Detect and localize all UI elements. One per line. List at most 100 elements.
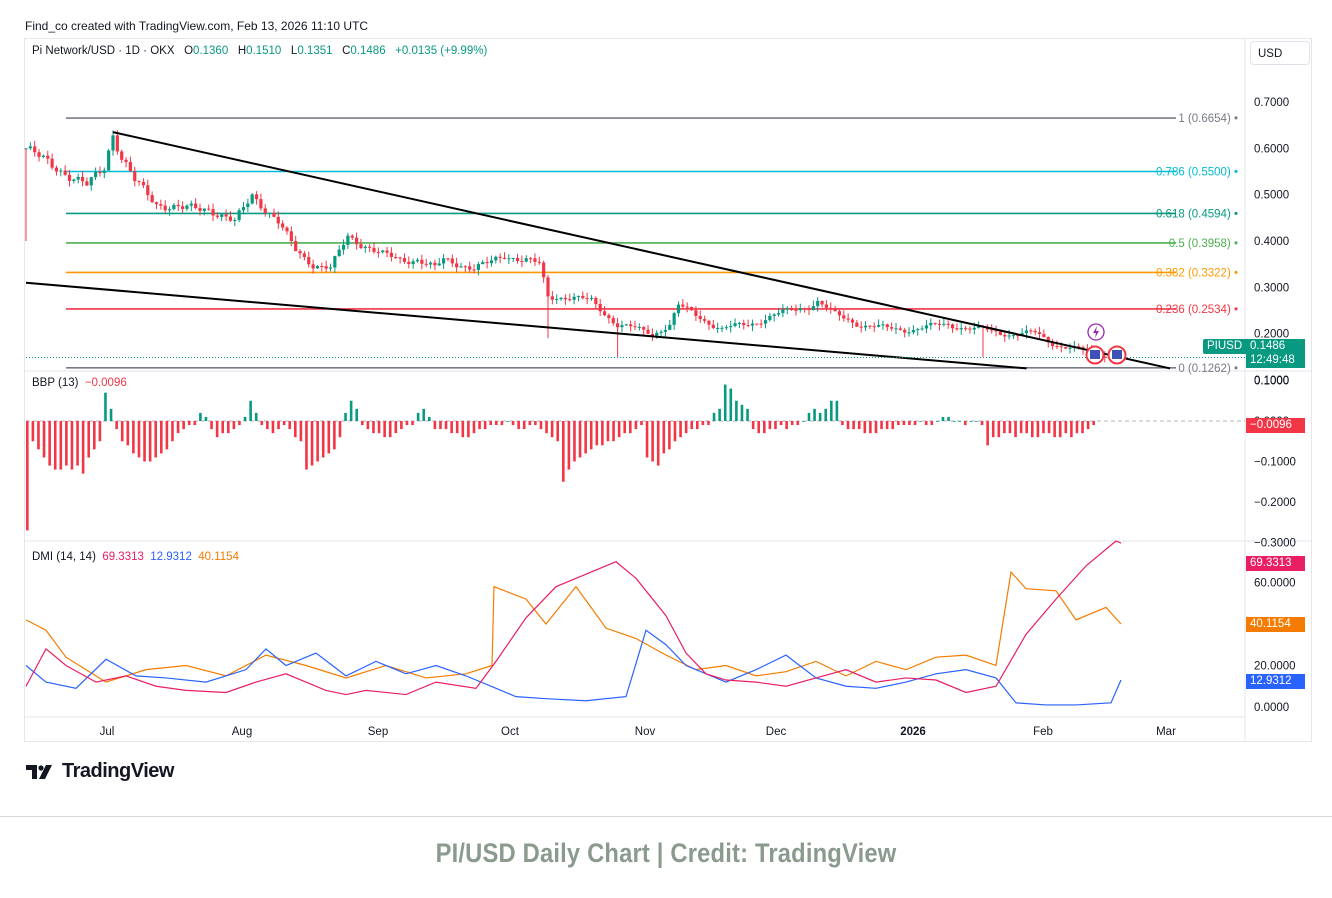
candle-body	[285, 227, 289, 232]
candle-body	[172, 204, 176, 210]
bbp-bar	[986, 421, 989, 446]
symbol-name[interactable]: Pi Network/USD · 1D · OKX	[32, 45, 175, 57]
bbp-bar	[802, 421, 805, 422]
candle-body	[550, 296, 554, 300]
bbp-bar	[696, 421, 699, 430]
bbp-bar	[42, 421, 46, 458]
candle-body	[463, 266, 467, 268]
bbp-bar	[1075, 421, 1079, 434]
candle-body	[154, 202, 159, 205]
candle-body	[315, 266, 320, 269]
candle-body	[637, 326, 641, 328]
bbp-bar	[243, 416, 247, 421]
candle-body	[968, 328, 972, 330]
candle-body	[555, 299, 559, 301]
bbp-bar	[735, 400, 738, 421]
candle-body	[311, 264, 315, 269]
fib-level-label: 0.382 (0.3322) •	[1156, 267, 1238, 279]
candle-body	[546, 277, 550, 297]
candle-body	[990, 329, 994, 331]
price-axis-label: 0.1000	[1254, 375, 1289, 387]
candle-body	[863, 325, 868, 328]
bbp-bar	[601, 421, 604, 446]
bbp-bar	[997, 421, 1001, 438]
bbp-bar	[908, 421, 911, 426]
bbp-bar	[863, 421, 867, 434]
bbp-bar	[467, 421, 470, 438]
candle-body	[398, 257, 402, 259]
adx-line	[25, 570, 1122, 683]
candle-body	[1042, 334, 1046, 338]
candle-body	[829, 307, 833, 309]
tradingview-icon	[26, 764, 52, 779]
candle-body	[694, 310, 698, 316]
candle-body	[733, 323, 737, 327]
candle-body	[672, 313, 676, 325]
candle-body	[781, 309, 785, 314]
candle-body	[681, 304, 685, 307]
candle-body	[254, 194, 259, 200]
bbp-bar	[48, 421, 51, 466]
bbp-bar	[852, 421, 855, 430]
candle-body	[824, 304, 828, 308]
bbp-bar	[388, 421, 392, 438]
candle-body	[585, 298, 589, 300]
open-value: 0.1360	[193, 45, 229, 57]
candle-body	[964, 328, 968, 330]
candle-body	[668, 324, 672, 330]
candle-body	[1068, 347, 1072, 349]
candle-body	[568, 299, 572, 301]
bbp-bar	[411, 421, 414, 426]
bbp-bar	[500, 421, 504, 426]
candle-body	[972, 327, 976, 330]
candle-body	[916, 329, 920, 331]
bbp-bar	[824, 408, 828, 421]
candle-body	[294, 241, 298, 252]
brand-name: TradingView	[62, 760, 174, 782]
currency-button[interactable]: USD	[1250, 41, 1310, 65]
tradingview-logo[interactable]: TradingView	[26, 760, 174, 783]
bbp-bar	[712, 412, 716, 421]
candle-body	[515, 257, 520, 262]
bbp-bar	[623, 421, 627, 434]
bbp-bar	[361, 421, 364, 426]
candle-body	[833, 308, 837, 312]
candle-body	[1007, 335, 1011, 337]
bbp-bar	[1019, 421, 1023, 434]
bbp-bar	[171, 421, 174, 442]
bbp-bar	[70, 421, 74, 470]
bbp-bar	[1092, 421, 1096, 426]
candle-body	[859, 326, 863, 328]
candle-body	[946, 323, 950, 325]
candle-body	[763, 320, 768, 324]
candle-body	[141, 182, 146, 186]
bbp-bar	[37, 421, 40, 450]
bbp-bar	[534, 421, 537, 426]
time-axis-label: Feb	[1033, 726, 1053, 738]
candle-body	[820, 300, 824, 305]
candle-body	[250, 194, 254, 204]
bbp-bar	[450, 421, 453, 434]
bbp-bar	[59, 421, 63, 470]
candle-body	[768, 315, 772, 321]
candle-body	[642, 326, 646, 330]
fib-level-label: 0.236 (0.2534) •	[1156, 304, 1238, 316]
candle-body	[659, 331, 663, 333]
bbp-bar	[321, 421, 325, 458]
candle-body	[468, 266, 472, 270]
bbp-bar	[634, 421, 638, 430]
bbp-bar	[1058, 421, 1062, 438]
bbp-bar	[964, 421, 967, 426]
candle-body	[903, 329, 907, 333]
candle-body	[890, 327, 894, 329]
candle-body	[146, 185, 150, 196]
candle-body	[533, 258, 537, 262]
candle-body	[181, 206, 185, 209]
bbp-bar	[1070, 421, 1073, 438]
candle-body	[159, 204, 163, 206]
bbp-bar	[1064, 421, 1068, 434]
candle-body	[742, 322, 746, 326]
candle-body	[41, 155, 45, 157]
bbp-bar	[338, 421, 342, 438]
